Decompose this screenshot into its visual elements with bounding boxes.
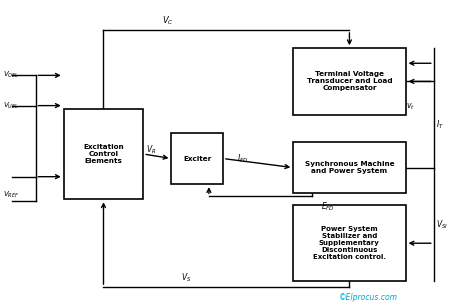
Text: $V_{REF}$: $V_{REF}$ (3, 190, 19, 200)
Text: $V_{SI}$: $V_{SI}$ (436, 219, 448, 231)
Text: $V_{OEL}$: $V_{OEL}$ (3, 70, 19, 80)
Text: $V_{UEL}$: $V_{UEL}$ (3, 100, 19, 111)
Text: Excitation
Control
Elements: Excitation Control Elements (83, 144, 124, 164)
Text: $V_R$: $V_R$ (146, 143, 156, 156)
Text: $E_{FD}$: $E_{FD}$ (321, 201, 335, 213)
Text: Power System
Stabilizer and
Supplementary
Discontinuous
Excitation control.: Power System Stabilizer and Supplementar… (313, 226, 386, 260)
Bar (172, 133, 223, 184)
Text: ©Elprocus.com: ©Elprocus.com (338, 293, 398, 302)
Text: $I_T$: $I_T$ (436, 118, 444, 131)
Bar (293, 205, 406, 281)
Text: $v_t$: $v_t$ (406, 101, 414, 112)
Text: Exciter: Exciter (183, 156, 211, 161)
Bar (293, 142, 406, 193)
Text: Terminal Voltage
Transducer and Load
Compensator: Terminal Voltage Transducer and Load Com… (307, 71, 392, 91)
Text: Synchronous Machine
and Power System: Synchronous Machine and Power System (305, 161, 394, 174)
Bar (293, 48, 406, 115)
Text: $V_C$: $V_C$ (162, 14, 174, 27)
Bar (64, 109, 143, 199)
Text: $V_S$: $V_S$ (181, 272, 191, 284)
Text: $I_{FD}$: $I_{FD}$ (237, 152, 248, 164)
